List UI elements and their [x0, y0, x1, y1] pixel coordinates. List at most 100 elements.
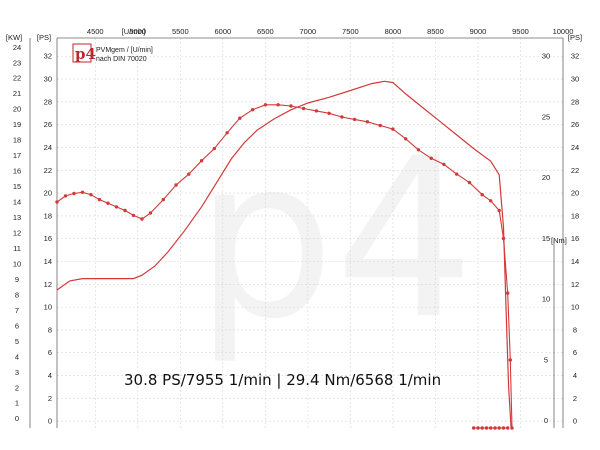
- nm-tick-label: 5: [544, 355, 548, 364]
- kw-tick-label: 8: [15, 290, 19, 299]
- ps-right-tick-label: 18: [571, 211, 579, 220]
- data-point: [97, 197, 102, 202]
- x-tick-label: 5000: [129, 27, 146, 36]
- legend-line-1: PVMgem / [U/min]: [96, 47, 153, 54]
- series-line-0: [56, 80, 512, 429]
- data-point: [501, 236, 506, 241]
- ps-tick-label: 8: [48, 325, 52, 334]
- kw-tick-label: 10: [13, 259, 21, 268]
- data-point: [89, 193, 93, 197]
- x-tick-label: 6500: [257, 27, 274, 36]
- x-tick-label: 8000: [385, 27, 402, 36]
- ps-right-tick-label: 4: [573, 371, 577, 380]
- ps-right-tick-label: 10: [571, 303, 579, 312]
- data-point: [480, 193, 484, 197]
- x-tick-label: 9000: [470, 27, 487, 36]
- ps-right-tick-label: 26: [571, 120, 579, 129]
- ps-right-tick-label: 2: [573, 394, 577, 403]
- x-tick-label: 7500: [342, 27, 359, 36]
- ps-tick-label: 4: [48, 371, 52, 380]
- grid-layer: [57, 38, 563, 428]
- nm-tick-label: 0: [544, 416, 548, 425]
- data-point: [510, 426, 514, 430]
- axis-layer: 4500 5000 5500 6000 6500 7000 7500 8000 8500 9000…: [6, 27, 582, 428]
- ps-right-tick-label: 16: [571, 234, 579, 243]
- ps-right-tick-label: 14: [571, 257, 579, 266]
- data-point: [123, 208, 127, 213]
- series-layer: [55, 80, 514, 430]
- data-point: [80, 190, 85, 194]
- ps-right-tick-label: 28: [571, 97, 579, 106]
- data-point: [225, 131, 229, 135]
- data-point: [467, 180, 472, 185]
- ps-tick-label: 6: [48, 348, 52, 357]
- ps-unit-label: [PS]: [37, 33, 51, 42]
- data-point: [429, 156, 433, 160]
- data-point: [174, 183, 178, 187]
- x-tick-label: 4500: [87, 27, 104, 36]
- x-unit-label: [U/min]: [122, 27, 146, 36]
- kw-tick-label: 7: [15, 306, 19, 315]
- kw-tick-label: 2: [15, 383, 19, 392]
- kw-tick-label: 23: [13, 58, 21, 67]
- kw-tick-label: 0: [15, 414, 19, 423]
- kw-tick-label: 5: [15, 337, 19, 346]
- data-point: [161, 197, 165, 202]
- ps-right-tick-label: 8: [573, 325, 577, 334]
- x-tick-label: 10000: [553, 27, 574, 36]
- ps-tick-label: 28: [44, 97, 52, 106]
- nm-tick-label: 25: [542, 112, 550, 121]
- kw-tick-label: 21: [13, 89, 21, 98]
- ps-tick-label: 18: [44, 211, 52, 220]
- data-point: [140, 217, 144, 221]
- kw-tick-label: 13: [13, 213, 21, 222]
- ps-right-unit-label: [PS]: [568, 33, 582, 42]
- data-point: [199, 159, 204, 163]
- data-point: [489, 426, 493, 430]
- data-point: [472, 426, 476, 430]
- ps-tick-label: 10: [44, 303, 52, 312]
- data-point: [148, 211, 153, 215]
- data-point: [501, 426, 506, 430]
- kw-tick-label: 12: [13, 229, 21, 238]
- ps-right-tick-label: 6: [573, 348, 577, 357]
- ps-tick-label: 14: [44, 257, 52, 266]
- data-point: [352, 117, 357, 122]
- kw-tick-label: 19: [13, 120, 21, 129]
- data-point: [314, 109, 319, 113]
- data-point: [263, 103, 268, 107]
- ps-tick-label: 20: [44, 189, 52, 198]
- kw-tick-label: 6: [15, 321, 19, 330]
- data-point: [506, 426, 510, 430]
- data-point: [506, 291, 510, 295]
- data-point: [476, 426, 480, 430]
- data-point: [55, 200, 59, 204]
- kw-tick-label: 9: [15, 275, 19, 284]
- data-point: [250, 108, 255, 112]
- ps-tick-label: 0: [48, 417, 52, 426]
- ps-right-tick-label: 32: [571, 52, 579, 61]
- data-point: [497, 426, 501, 430]
- ps-tick-label: 2: [48, 394, 52, 403]
- data-point: [378, 123, 382, 128]
- nm-tick-label: 15: [542, 234, 550, 243]
- data-point: [63, 194, 68, 198]
- data-point: [484, 426, 489, 430]
- ps-right-tick-label: 24: [571, 143, 579, 152]
- ps-tick-label: 12: [44, 280, 52, 289]
- x-tick-label: 5500: [172, 27, 189, 36]
- kw-unit-label: [KW]: [6, 33, 22, 42]
- ps-right-tick-label: 20: [571, 189, 579, 198]
- nm-unit-label: [Nm]: [551, 236, 567, 245]
- kw-tick-label: 3: [15, 368, 19, 377]
- ps-tick-label: 24: [44, 143, 52, 152]
- ps-right-tick-label: 22: [571, 166, 579, 175]
- x-tick-label: 9500: [512, 27, 529, 36]
- kw-tick-label: 22: [13, 74, 21, 83]
- kw-tick-label: 24: [13, 43, 21, 52]
- data-point: [442, 162, 446, 167]
- legend-box: p4 PVMgem / [U/min] nach DIN 70020: [72, 43, 153, 63]
- ps-tick-label: 26: [44, 120, 52, 129]
- kw-tick-label: 15: [13, 182, 21, 191]
